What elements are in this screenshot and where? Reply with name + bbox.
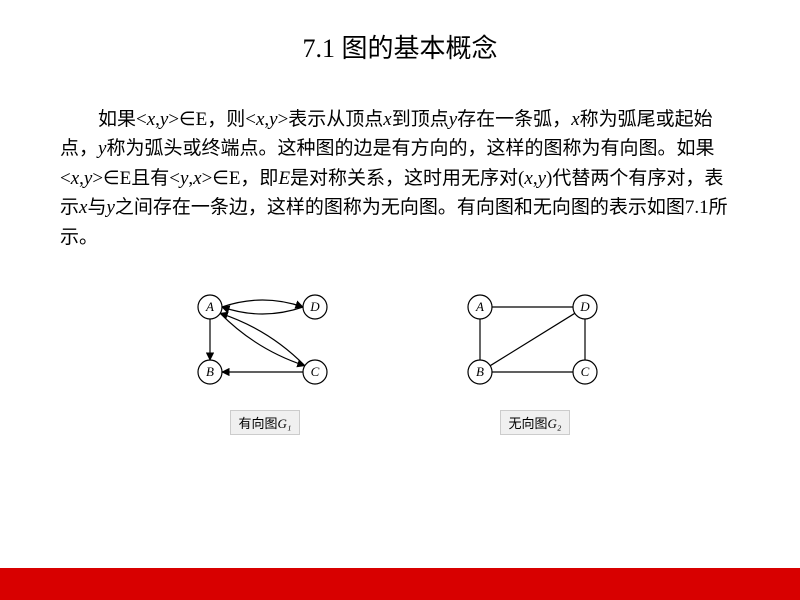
svg-text:C: C xyxy=(581,364,590,379)
page-title: 7.1 图的基本概念 xyxy=(0,0,800,105)
svg-text:B: B xyxy=(206,364,214,379)
caption-undirected: 无向图G₂ xyxy=(500,410,571,435)
figure-directed: A D B C 有向图G₁ xyxy=(175,277,355,435)
svg-text:C: C xyxy=(311,364,320,379)
figure-undirected: A D B C 无向图G₂ xyxy=(445,277,625,435)
svg-text:A: A xyxy=(205,299,214,314)
svg-text:B: B xyxy=(476,364,484,379)
svg-text:A: A xyxy=(475,299,484,314)
bottom-bar xyxy=(0,568,800,600)
svg-text:D: D xyxy=(309,299,320,314)
undirected-graph-svg: A D B C xyxy=(445,277,625,402)
directed-graph-svg: A D B C xyxy=(175,277,355,402)
main-paragraph: 如果<x,y>∈E，则<x,y>表示从顶点x到顶点y存在一条弧，x称为弧尾或起始… xyxy=(0,105,800,252)
svg-text:D: D xyxy=(579,299,590,314)
figures-row: A D B C 有向图G₁ A D B C 无向图G₂ xyxy=(0,277,800,435)
caption-directed: 有向图G₁ xyxy=(230,410,301,435)
